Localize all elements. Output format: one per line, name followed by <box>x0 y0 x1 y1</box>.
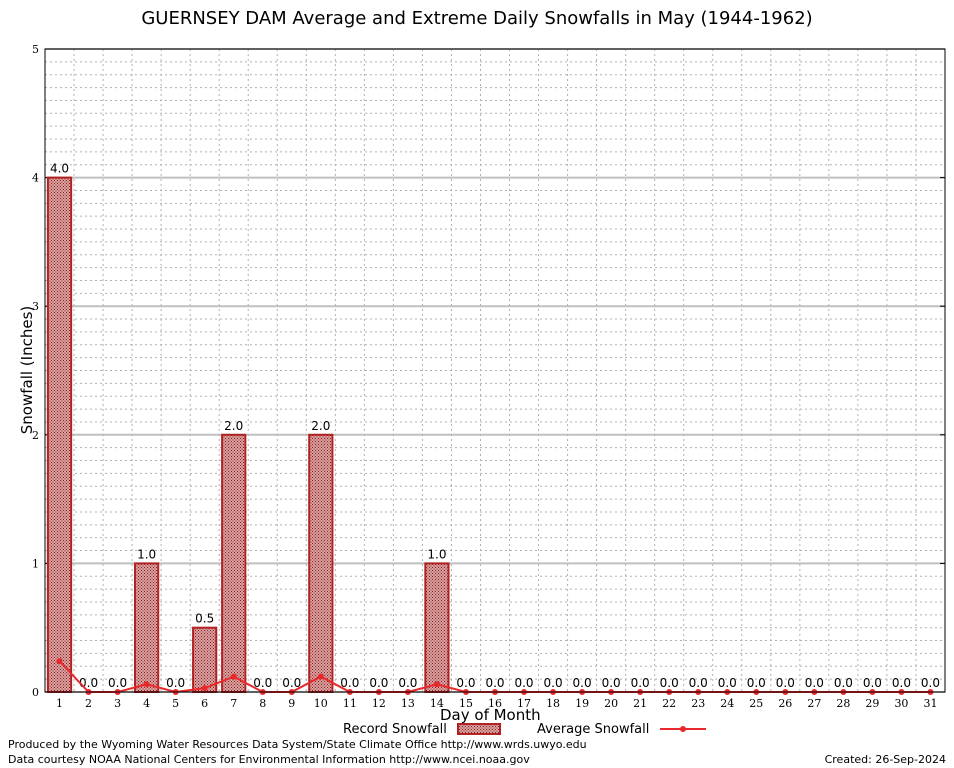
x-tick-label: 20 <box>604 697 618 710</box>
x-tick-label: 19 <box>575 697 589 710</box>
bar-value-label: 0.0 <box>108 676 127 690</box>
legend-average-label: Average Snowfall <box>537 722 650 737</box>
plot-frame <box>44 48 946 693</box>
x-tick-label: 17 <box>517 697 531 710</box>
created-date: Created: 26-Sep-2024 <box>824 753 946 766</box>
x-tick-label: 2 <box>85 697 92 710</box>
x-axis-ticks: 1 2 3 4 5 6 7 8 9 10 11 12 13 14 15 16 17 18 19 20 21 22 23 24 2… <box>56 697 937 710</box>
bar-value-label: 0.0 <box>834 676 853 690</box>
x-tick-label: 4 <box>143 697 150 710</box>
x-tick-label: 7 <box>230 697 237 710</box>
bar-value-label: 0.0 <box>398 676 417 690</box>
x-tick-label: 15 <box>459 697 473 710</box>
x-tick-label: 13 <box>401 697 415 710</box>
bar-value-label: 0.0 <box>282 676 301 690</box>
x-tick-label: 12 <box>372 697 386 710</box>
x-tick-label: 1 <box>56 697 63 710</box>
x-tick-label: 22 <box>662 697 676 710</box>
x-tick-label: 23 <box>691 697 705 710</box>
bar-value-label: 0.0 <box>456 676 475 690</box>
bar-value-label: 0.0 <box>805 676 824 690</box>
x-tick-label: 16 <box>488 697 502 710</box>
bar-value-label: 0.0 <box>660 676 679 690</box>
legend-record-swatch <box>457 723 501 735</box>
average-point <box>433 681 440 688</box>
bar-value-label: 0.0 <box>485 676 504 690</box>
x-tick-label: 31 <box>923 697 937 710</box>
bar-value-labels: 4.0 0.0 0.0 1.0 0.0 0.5 2.0 0.0 0.0 2.0 0.0 0.0 0.0 1… <box>50 162 940 690</box>
x-tick-label: 3 <box>114 697 121 710</box>
x-tick-label: 6 <box>201 697 208 710</box>
average-point <box>230 673 237 680</box>
record-bar <box>192 626 218 694</box>
bar-value-label: 0.0 <box>718 676 737 690</box>
x-tick-label: 25 <box>749 697 763 710</box>
average-point <box>143 681 150 688</box>
record-bar <box>134 562 160 694</box>
x-tick-label: 9 <box>288 697 295 710</box>
bar-value-label: 1.0 <box>427 547 446 561</box>
x-tick-label: 28 <box>836 697 850 710</box>
bar-value-label: 0.0 <box>747 676 766 690</box>
x-tick-label: 5 <box>172 697 179 710</box>
y-tick-label: 1 <box>32 557 39 570</box>
produced-by-note: Produced by the Wyoming Water Resources … <box>8 738 587 751</box>
x-tick-label: 26 <box>778 697 792 710</box>
bar-value-label: 0.0 <box>631 676 650 690</box>
y-tick-label: 0 <box>32 686 39 699</box>
bar-value-label: 0.0 <box>921 676 940 690</box>
bar-value-label: 0.0 <box>166 676 185 690</box>
bar-value-label: 0.0 <box>573 676 592 690</box>
record-bar <box>221 433 247 693</box>
x-tick-label: 11 <box>343 697 357 710</box>
bar-value-label: 0.0 <box>892 676 911 690</box>
bar-value-label: 2.0 <box>224 419 243 433</box>
bar-value-label: 0.0 <box>369 676 388 690</box>
x-tick-label: 30 <box>894 697 908 710</box>
bar-value-label: 0.0 <box>514 676 533 690</box>
bar-value-label: 0.0 <box>602 676 621 690</box>
y-axis-ticks: 0 1 2 3 4 5 <box>32 43 945 699</box>
y-tick-label: 3 <box>32 300 39 313</box>
record-bar <box>308 433 334 693</box>
x-tick-label: 21 <box>633 697 647 710</box>
x-tick-label: 24 <box>720 697 734 710</box>
average-point <box>56 658 63 665</box>
bar-value-label: 0.0 <box>340 676 359 690</box>
y-tick-label: 2 <box>32 429 39 442</box>
x-tick-label: 27 <box>807 697 821 710</box>
average-point <box>201 685 208 692</box>
data-courtesy-note: Data courtesy NOAA National Centers for … <box>8 753 530 766</box>
bar-value-label: 2.0 <box>311 419 330 433</box>
record-bar <box>424 562 450 694</box>
x-tick-label: 14 <box>430 697 444 710</box>
x-tick-label: 18 <box>546 697 560 710</box>
bar-value-label: 0.0 <box>689 676 708 690</box>
x-tick-label: 10 <box>314 697 328 710</box>
bar-value-label: 0.0 <box>776 676 795 690</box>
x-tick-label: 8 <box>259 697 266 710</box>
average-point <box>317 673 324 680</box>
legend <box>457 723 706 735</box>
bar-value-label: 0.5 <box>195 612 214 626</box>
record-bar <box>46 176 73 694</box>
bar-value-label: 4.0 <box>50 162 69 176</box>
legend-record-label: Record Snowfall <box>343 722 447 737</box>
x-tick-label: 29 <box>865 697 879 710</box>
bar-value-label: 0.0 <box>79 676 98 690</box>
bar-value-label: 0.0 <box>863 676 882 690</box>
bar-value-label: 0.0 <box>544 676 563 690</box>
legend-average-marker <box>680 726 686 732</box>
bar-value-label: 0.0 <box>253 676 272 690</box>
x-axis-label: Day of Month <box>440 706 541 724</box>
grid <box>45 48 945 693</box>
chart-title: GUERNSEY DAM Average and Extreme Daily S… <box>141 8 813 29</box>
bar-value-label: 1.0 <box>137 547 156 561</box>
y-tick-label: 4 <box>32 172 39 185</box>
y-tick-label: 5 <box>32 43 39 56</box>
